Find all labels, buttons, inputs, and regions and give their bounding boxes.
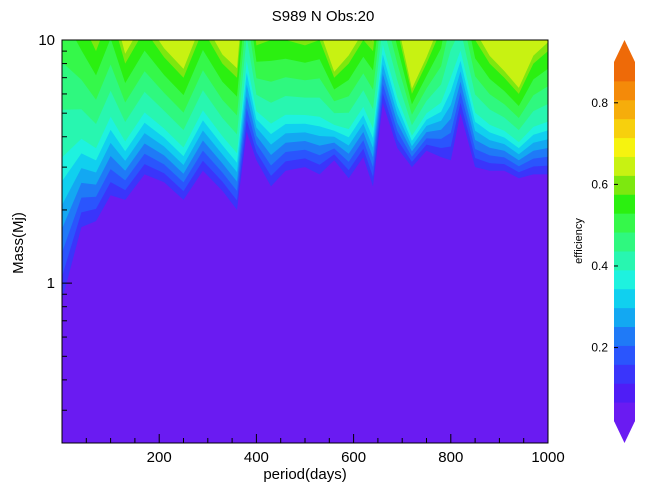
colorbar-segment bbox=[614, 250, 635, 271]
x-axis: 200 400 600 800 1000 bbox=[61, 434, 565, 466]
colorbar-segment bbox=[614, 213, 635, 233]
efficiency-contours bbox=[62, 40, 548, 443]
colorbar-segment bbox=[614, 326, 635, 346]
y-axis: 1 10 bbox=[38, 32, 72, 411]
colorbar-segment bbox=[614, 402, 635, 422]
colorbar-segment bbox=[614, 232, 635, 252]
x-tick-label: 400 bbox=[244, 449, 269, 466]
colorbar-tick-label: 0.6 bbox=[591, 177, 608, 191]
chart-title: S989 N Obs:20 bbox=[271, 8, 375, 25]
y-tick-label: 1 bbox=[47, 275, 55, 292]
colorbar-segment bbox=[614, 99, 635, 120]
colorbar-segment bbox=[614, 118, 635, 139]
colorbar-segment bbox=[614, 307, 635, 328]
x-tick-label: 1000 bbox=[531, 449, 564, 466]
colorbar-segment bbox=[614, 383, 635, 403]
colorbar-segment bbox=[614, 156, 635, 176]
colorbar-label: efficiency bbox=[573, 218, 585, 264]
colorbar-tick-label: 0.8 bbox=[591, 96, 608, 110]
colorbar bbox=[614, 40, 635, 443]
colorbar-segment bbox=[614, 62, 635, 82]
y-tick-label: 10 bbox=[38, 32, 55, 49]
colorbar-extend-max bbox=[614, 40, 635, 62]
colorbar-segment bbox=[614, 364, 635, 384]
colorbar-tick-label: 0.4 bbox=[591, 259, 608, 273]
colorbar-segment bbox=[614, 288, 635, 309]
x-tick-label: 800 bbox=[438, 449, 463, 466]
y-axis-label: Mass(Mj) bbox=[10, 212, 27, 274]
colorbar-extend-min bbox=[614, 421, 635, 443]
colorbar-segment bbox=[614, 269, 635, 290]
colorbar-segment bbox=[614, 194, 635, 214]
colorbar-segment bbox=[614, 137, 635, 157]
x-tick-label: 600 bbox=[341, 449, 366, 466]
colorbar-segment bbox=[614, 175, 635, 195]
colorbar-axis: 0.2 0.4 0.6 0.8 bbox=[591, 96, 618, 355]
colorbar-segment bbox=[614, 80, 635, 101]
contour-band bbox=[121, 40, 548, 89]
contour-band bbox=[75, 40, 548, 106]
colorbar-tick-label: 0.2 bbox=[591, 341, 608, 355]
x-tick-label: 200 bbox=[147, 449, 172, 466]
colorbar-segment bbox=[614, 345, 635, 365]
x-axis-label: period(days) bbox=[263, 466, 346, 483]
